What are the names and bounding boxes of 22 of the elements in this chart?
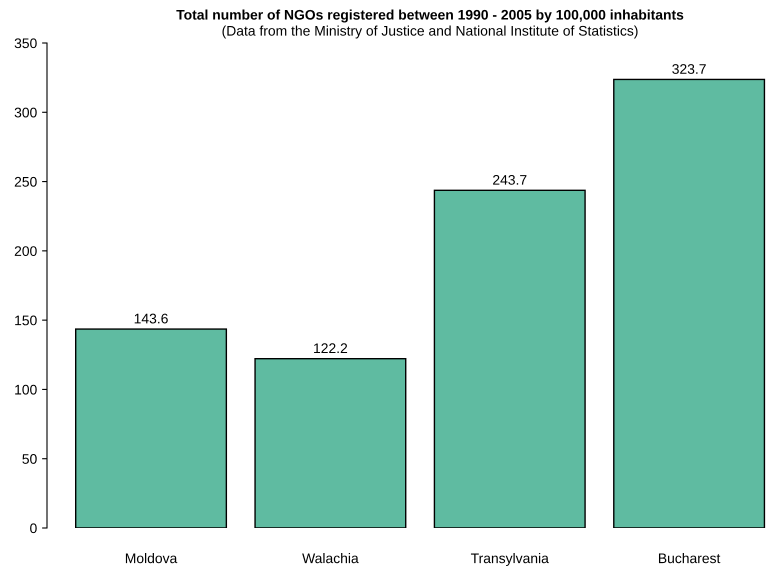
y-tick-label: 100	[15, 384, 37, 395]
y-tick-label: 250	[14, 176, 37, 187]
chart-title: Total number of NGOs registered between 1990 - 2005 by 100,000 inhabitants	[176, 9, 684, 23]
bar	[254, 358, 406, 528]
chart-subtitle: (Data from the Ministry of Justice and National Institute of Statistics)	[222, 26, 638, 38]
x-tick-label: Transylvania	[470, 553, 549, 566]
bar	[613, 78, 766, 528]
y-tick-label: 0	[30, 523, 37, 534]
y-tick-label: 300	[14, 108, 37, 118]
data-label: 243.7	[493, 174, 526, 185]
data-label: 323.7	[672, 64, 706, 74]
y-tick-label: 200	[14, 246, 37, 256]
bar	[434, 190, 586, 528]
x-tick-label: Moldova	[126, 553, 178, 564]
x-tick-label: Walachia	[302, 553, 359, 564]
data-label: 122.2	[314, 343, 348, 354]
x-tick-label: Bucharest	[658, 553, 720, 564]
y-tick-label: 150	[15, 315, 37, 326]
bar	[75, 328, 228, 528]
data-label: 143.6	[134, 314, 168, 324]
y-tick-label: 350	[14, 38, 37, 48]
y-tick-label: 50	[22, 454, 37, 464]
